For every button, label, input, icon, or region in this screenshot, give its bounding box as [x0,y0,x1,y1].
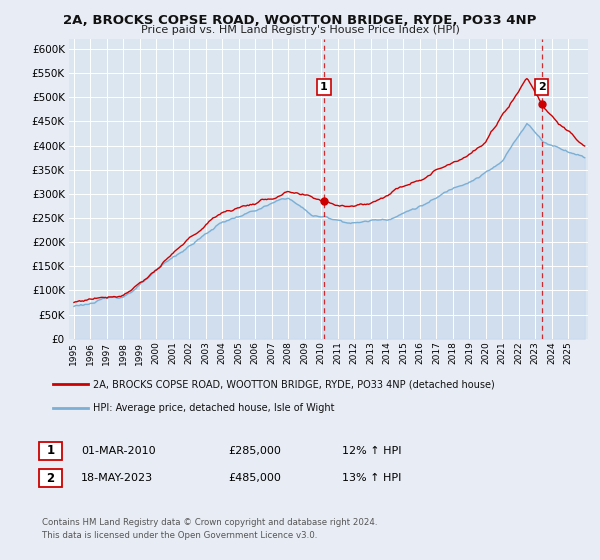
Text: Contains HM Land Registry data © Crown copyright and database right 2024.
This d: Contains HM Land Registry data © Crown c… [42,518,377,539]
Text: 18-MAY-2023: 18-MAY-2023 [81,473,153,483]
Text: £485,000: £485,000 [228,473,281,483]
Text: 2: 2 [46,472,55,485]
Text: 2A, BROCKS COPSE ROAD, WOOTTON BRIDGE, RYDE, PO33 4NP: 2A, BROCKS COPSE ROAD, WOOTTON BRIDGE, R… [64,14,536,27]
Text: 2A, BROCKS COPSE ROAD, WOOTTON BRIDGE, RYDE, PO33 4NP (detached house): 2A, BROCKS COPSE ROAD, WOOTTON BRIDGE, R… [94,380,495,390]
Text: £285,000: £285,000 [228,446,281,456]
Text: 12% ↑ HPI: 12% ↑ HPI [342,446,401,456]
Text: 2: 2 [538,82,545,92]
Text: 01-MAR-2010: 01-MAR-2010 [81,446,155,456]
Text: Price paid vs. HM Land Registry's House Price Index (HPI): Price paid vs. HM Land Registry's House … [140,25,460,35]
Text: 13% ↑ HPI: 13% ↑ HPI [342,473,401,483]
Text: HPI: Average price, detached house, Isle of Wight: HPI: Average price, detached house, Isle… [94,403,335,413]
Text: 1: 1 [46,444,55,458]
Text: 1: 1 [320,82,328,92]
